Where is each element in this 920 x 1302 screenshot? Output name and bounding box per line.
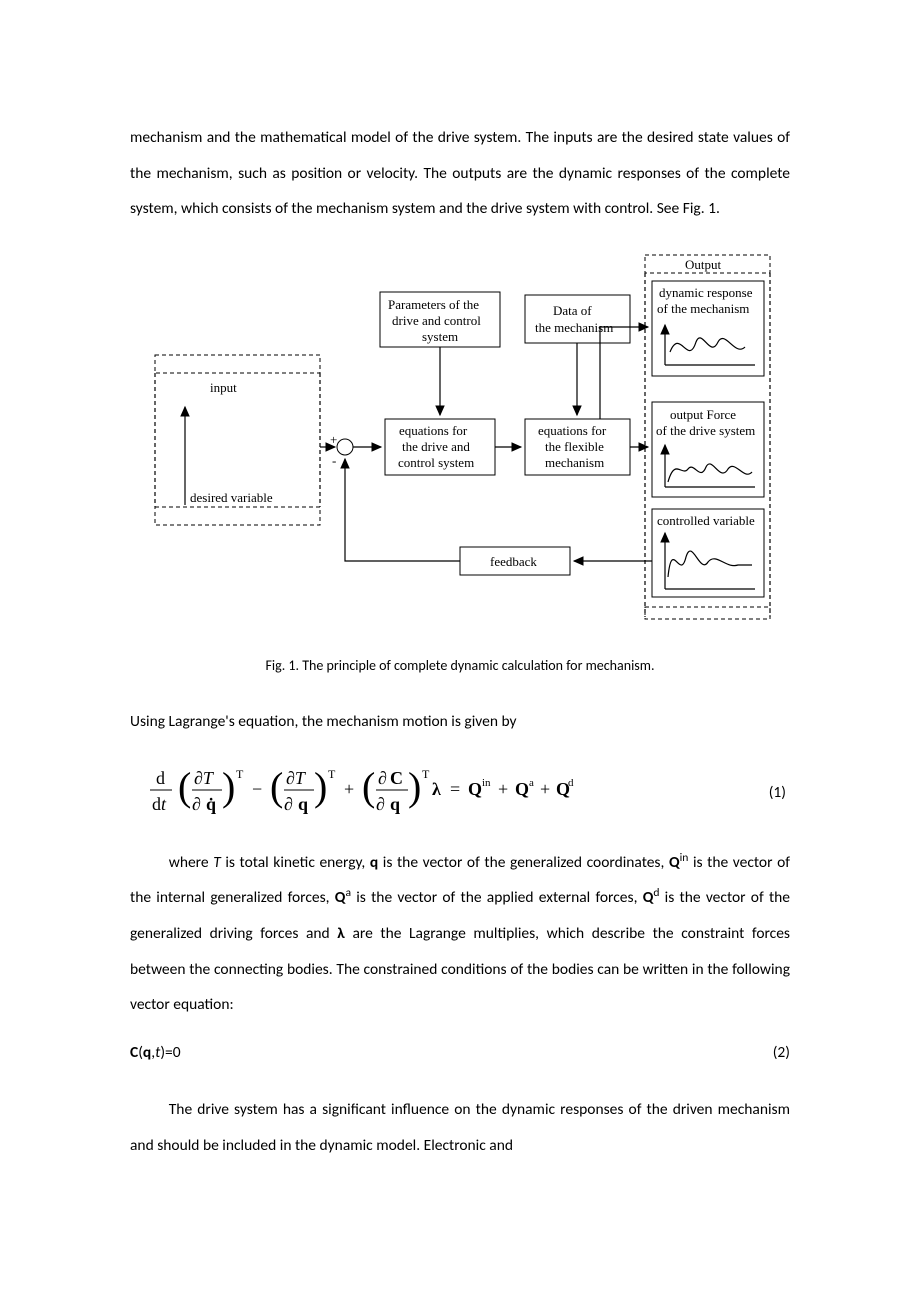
svg-text:Q: Q bbox=[515, 779, 529, 799]
p3-prefix: where bbox=[169, 853, 213, 872]
svg-text:q: q bbox=[298, 794, 308, 814]
svg-text:∂: ∂ bbox=[284, 794, 293, 814]
svg-text:∂: ∂ bbox=[378, 768, 387, 788]
svg-text:a: a bbox=[529, 777, 534, 789]
svg-text:): ) bbox=[408, 764, 421, 809]
var-Qa-Q: Q bbox=[335, 889, 346, 908]
svg-text:dt: dt bbox=[152, 794, 167, 814]
minus-sign: - bbox=[332, 453, 336, 468]
svg-text:∂T: ∂T bbox=[286, 768, 307, 788]
equation-2-number: (2) bbox=[773, 1043, 790, 1062]
svg-text:): ) bbox=[222, 764, 235, 809]
p3-d: is the vector of the applied external fo… bbox=[351, 889, 643, 908]
feedback-label: feedback bbox=[490, 554, 537, 569]
input-label: input bbox=[210, 380, 237, 395]
svg-text:q: q bbox=[390, 794, 400, 814]
eq-drive-l1: equations for bbox=[399, 423, 468, 438]
output-bottom-dashed bbox=[645, 607, 770, 619]
input-dashed-bottom bbox=[155, 507, 320, 525]
equation-2-row: C(q,t)=0 (2) bbox=[130, 1043, 790, 1062]
svg-text:=: = bbox=[450, 779, 460, 799]
svg-text:Q: Q bbox=[468, 779, 482, 799]
var-Qin-Q: Q bbox=[669, 853, 680, 872]
out-dyn-l1: dynamic response bbox=[659, 285, 753, 300]
svg-text:d: d bbox=[156, 768, 165, 788]
svg-text:T: T bbox=[422, 767, 430, 781]
svg-text:C: C bbox=[390, 768, 403, 788]
summing-junction bbox=[337, 439, 353, 455]
params-l2: drive and control bbox=[392, 313, 481, 328]
output-header-label: Output bbox=[685, 257, 722, 272]
svg-text:+: + bbox=[498, 779, 508, 799]
out-force-l1: output Force bbox=[670, 407, 736, 422]
svg-text:−: − bbox=[252, 779, 262, 799]
var-Qd-Q: Q bbox=[643, 889, 654, 908]
paragraph-1: mechanism and the mathematical model of … bbox=[130, 120, 790, 227]
svg-text:∂: ∂ bbox=[192, 794, 201, 814]
svg-text:d: d bbox=[568, 777, 574, 789]
p3-a: is total kinetic energy, bbox=[221, 853, 370, 872]
input-dashed-top bbox=[155, 355, 320, 373]
equation-2: C(q,t)=0 bbox=[130, 1043, 181, 1062]
equation-1-row: d dt ( ∂T ∂q̇ ) T − ( ∂T ∂q ) T + bbox=[130, 760, 790, 825]
desired-variable-label: desired variable bbox=[190, 490, 273, 505]
svg-text:+: + bbox=[344, 779, 354, 799]
eq-drive-l2: the drive and bbox=[402, 439, 470, 454]
paragraph-3: where T is total kinetic energy, q is th… bbox=[130, 845, 790, 1024]
equation-1-number: (1) bbox=[769, 783, 790, 802]
svg-text:(: ( bbox=[178, 764, 191, 809]
params-l1: Parameters of the bbox=[388, 297, 479, 312]
params-l3: system bbox=[422, 329, 458, 344]
svg-text:T: T bbox=[328, 767, 336, 781]
equation-1: d dt ( ∂T ∂q̇ ) T − ( ∂T ∂q ) T + bbox=[130, 760, 769, 825]
svg-text:+: + bbox=[540, 779, 550, 799]
data-l1: Data of bbox=[553, 303, 592, 318]
var-T: T bbox=[213, 853, 221, 872]
svg-text:(: ( bbox=[362, 764, 375, 809]
eq-flex-l2: the flexible bbox=[545, 439, 604, 454]
svg-text:(: ( bbox=[270, 764, 283, 809]
eq-drive-l3: control system bbox=[398, 455, 474, 470]
out-dyn-l2: of the mechanism bbox=[657, 301, 749, 316]
svg-text:): ) bbox=[314, 764, 327, 809]
svg-text:λ: λ bbox=[432, 779, 441, 799]
svg-text:∂: ∂ bbox=[376, 794, 385, 814]
figure-caption: Fig. 1. The principle of complete dynami… bbox=[130, 657, 790, 674]
paragraph-2: Using Lagrange's equation, the mechanism… bbox=[130, 704, 790, 740]
eq-flex-l3: mechanism bbox=[545, 455, 604, 470]
eq-flex-l1: equations for bbox=[538, 423, 607, 438]
svg-text:in: in bbox=[482, 777, 491, 789]
paragraph-4: The drive system has a significant influ… bbox=[130, 1092, 790, 1163]
var-q: q bbox=[370, 853, 378, 872]
svg-text:T: T bbox=[236, 767, 244, 781]
out-force-l2: of the drive system bbox=[656, 423, 755, 438]
out-ctrl-label: controlled variable bbox=[657, 513, 755, 528]
figure-1-diagram: input desired variable + - Parameters of… bbox=[140, 247, 780, 637]
svg-text:q̇: q̇ bbox=[206, 794, 216, 814]
p3-b: is the vector of the generalized coordin… bbox=[378, 853, 669, 872]
var-lambda: λ bbox=[337, 924, 345, 943]
svg-text:∂T: ∂T bbox=[194, 768, 215, 788]
plus-sign: + bbox=[330, 432, 337, 447]
